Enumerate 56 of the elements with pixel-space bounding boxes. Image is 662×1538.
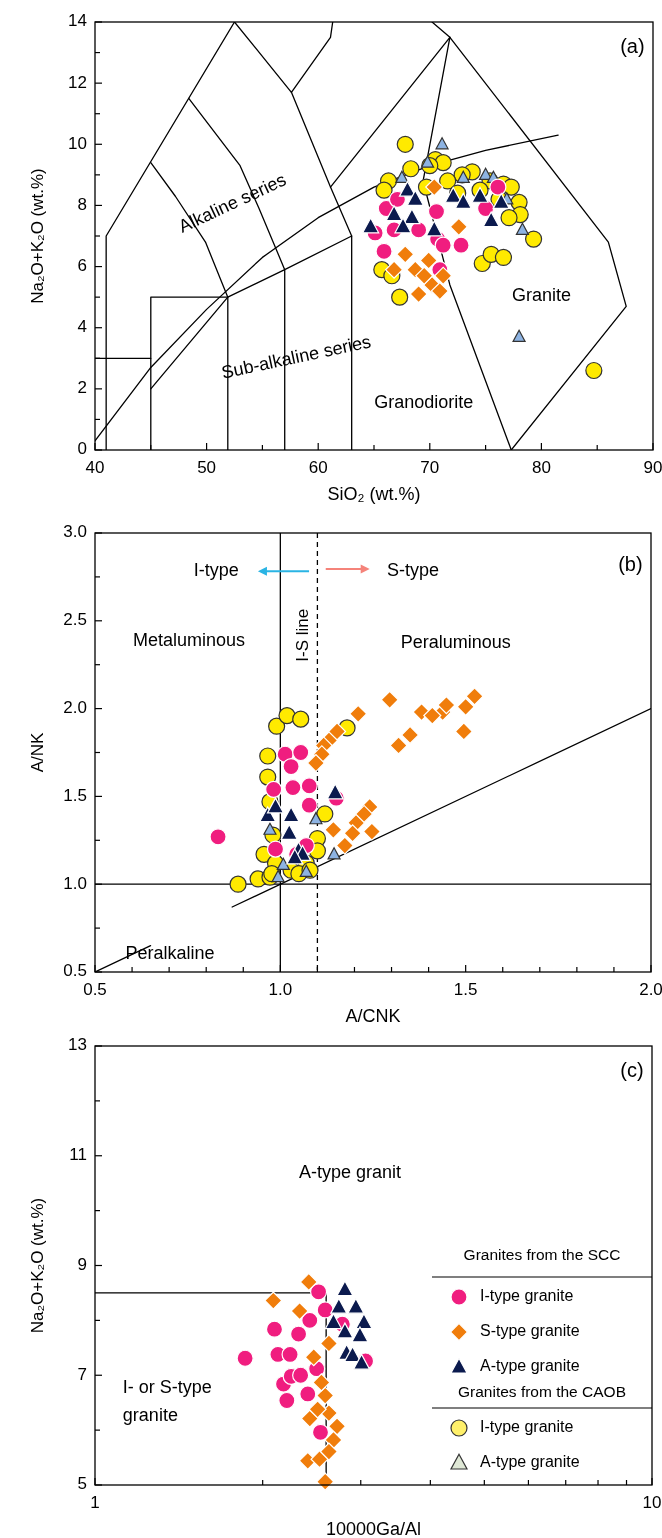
x-tick-label: 1.5 xyxy=(453,980,478,999)
annotation: (a) xyxy=(620,34,645,57)
y-tick-label: 11 xyxy=(69,1145,87,1165)
x-tick-label: 1.0 xyxy=(268,980,293,999)
y-tick-label: 13 xyxy=(68,1035,87,1055)
y-tick-label: 7 xyxy=(77,1364,87,1384)
legend-label: A-type granite xyxy=(480,1357,580,1375)
annotation: A-type granit xyxy=(299,1162,402,1183)
y-tick-label: 4 xyxy=(77,317,87,337)
x-tick-label: 50 xyxy=(197,458,217,477)
x-tick-label: 70 xyxy=(420,458,440,477)
annotation: (c) xyxy=(620,1059,644,1082)
ref-line-label: I-S line xyxy=(293,608,313,662)
y-tick-label: 0 xyxy=(77,439,87,459)
y-tick-label: 2.5 xyxy=(63,610,87,630)
y-tick-label: 10 xyxy=(68,133,87,153)
y-tick-label: 2 xyxy=(77,378,87,398)
y-tick-label: 9 xyxy=(77,1254,87,1274)
annotation: S-type xyxy=(387,559,440,580)
legend-label: A-type granite xyxy=(480,1453,580,1471)
y-tick-label: 1.0 xyxy=(63,873,87,893)
annotation: (b) xyxy=(618,553,643,576)
y-tick-label: 2.0 xyxy=(63,698,87,718)
y-tick-label: 14 xyxy=(68,11,87,31)
annotation: Granites from the CAOB xyxy=(458,1383,626,1400)
annotation: Granodiorite xyxy=(374,391,474,412)
y-tick-label: 6 xyxy=(77,256,87,276)
legend-label: I-type granite xyxy=(480,1287,574,1305)
y-tick-label: 5 xyxy=(77,1474,87,1494)
annotation: Peraluminous xyxy=(400,631,511,652)
legend-label: I-type granite xyxy=(480,1418,574,1436)
x-tick-label: 90 xyxy=(643,458,662,477)
annotation: Peralkaline xyxy=(125,943,215,964)
y-tick-label: 1.5 xyxy=(63,785,87,805)
annotation: I- or S-type granite xyxy=(122,1377,212,1426)
x-axis-title: SiO₂ (wt.%) xyxy=(327,484,421,504)
y-tick-label: 0.5 xyxy=(63,961,87,981)
x-axis-title: 10000Ga/Al xyxy=(325,1519,422,1538)
x-axis-title: A/CNK xyxy=(345,1006,401,1026)
annotation: Granite xyxy=(511,284,571,305)
y-axis-title: Na₂O+K₂O (wt.%) xyxy=(28,1197,47,1334)
legend-label: S-type granite xyxy=(480,1322,580,1340)
annotation: Sub-alkaline series xyxy=(219,331,373,383)
annotation: I-type xyxy=(193,559,239,580)
legend-title: Granites from the SCC xyxy=(463,1246,621,1263)
y-tick-label: 8 xyxy=(77,194,87,214)
x-tick-label: 1 xyxy=(90,1493,100,1512)
y-tick-label: 12 xyxy=(68,72,87,92)
x-tick-label: 40 xyxy=(85,458,105,477)
y-tick-label: 3.0 xyxy=(63,522,87,542)
y-axis-title: Na₂O+K₂O (wt.%) xyxy=(28,168,47,304)
y-axis-title: A/NK xyxy=(28,732,47,773)
x-tick-label: 80 xyxy=(531,458,551,477)
x-tick-label: 60 xyxy=(308,458,328,477)
x-tick-label: 2.0 xyxy=(639,980,662,999)
annotation: Metaluminous xyxy=(132,629,245,650)
